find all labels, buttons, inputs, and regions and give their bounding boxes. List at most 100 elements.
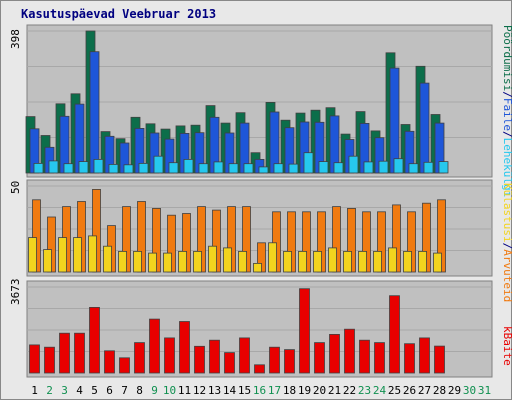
bar <box>104 350 115 374</box>
right-legend-item: Faile <box>501 98 512 131</box>
bar <box>318 161 329 174</box>
bar <box>28 237 37 273</box>
bar <box>343 250 352 273</box>
x-tick-label: 30 <box>463 384 476 397</box>
bar <box>193 250 202 273</box>
right-legend-item: / <box>501 243 512 250</box>
bar <box>283 250 292 273</box>
bar <box>239 337 250 374</box>
x-tick-label: 3 <box>61 384 68 397</box>
bar <box>119 357 130 374</box>
x-tick-label: 18 <box>283 384 296 397</box>
x-tick-label: 31 <box>478 384 491 397</box>
bar <box>363 161 374 174</box>
bar <box>433 252 442 273</box>
x-tick-label: 9 <box>151 384 158 397</box>
x-tick-label: 14 <box>223 384 237 397</box>
bar <box>269 346 280 374</box>
bar <box>434 345 445 374</box>
bar <box>329 333 340 374</box>
bar <box>333 162 344 174</box>
x-tick-label: 24 <box>373 384 387 397</box>
right-legend-item: Arvuteid <box>501 249 512 302</box>
bar <box>58 237 67 273</box>
bar <box>254 364 265 374</box>
bar <box>268 242 277 273</box>
bar <box>93 158 104 174</box>
bar <box>198 163 209 174</box>
x-tick-label: 21 <box>328 384 341 397</box>
bar <box>103 245 112 273</box>
bar <box>299 288 310 374</box>
x-tick-label: 11 <box>178 384 191 397</box>
x-tick-label: 1 <box>31 384 38 397</box>
bar <box>344 328 355 374</box>
bar <box>178 250 187 273</box>
x-tick-label: 26 <box>403 384 416 397</box>
bar <box>438 161 449 174</box>
right-legend: Pöördumisi/Faile/Lehekülgi <box>501 25 512 197</box>
bar <box>224 352 235 374</box>
bar <box>223 247 232 273</box>
bar <box>358 250 367 273</box>
bar <box>328 247 337 273</box>
x-tick-label: 22 <box>343 384 356 397</box>
bar <box>419 82 430 174</box>
x-tick-label: 28 <box>433 384 446 397</box>
bar <box>404 343 415 374</box>
x-tick-label: 2 <box>46 384 53 397</box>
bar <box>258 166 269 174</box>
panel-1: 398 <box>9 24 493 178</box>
bar <box>238 250 247 273</box>
bar <box>29 344 40 374</box>
x-tick-label: 5 <box>91 384 98 397</box>
bar <box>348 155 359 174</box>
x-tick-label: 27 <box>418 384 431 397</box>
right-legend-item: / <box>501 91 512 98</box>
bar <box>63 163 74 174</box>
x-tick-label: 17 <box>268 384 281 397</box>
bar <box>419 337 430 374</box>
bar <box>183 158 194 174</box>
bar <box>89 51 100 174</box>
bar <box>153 155 164 174</box>
x-tick-label: 6 <box>106 384 113 397</box>
bar <box>423 161 434 174</box>
bar <box>359 339 370 374</box>
bar <box>133 250 142 273</box>
bar <box>78 161 89 174</box>
bar <box>374 342 385 374</box>
x-tick-label: 8 <box>136 384 143 397</box>
bar <box>148 252 157 273</box>
bar <box>43 249 52 273</box>
bar <box>213 161 224 174</box>
bar <box>253 262 262 273</box>
bar <box>378 160 389 174</box>
bar <box>194 345 205 374</box>
bar <box>403 250 412 273</box>
bar <box>48 160 59 174</box>
panel-2: 50 <box>9 179 493 277</box>
bar <box>118 250 127 273</box>
y-max-label: 3673 <box>9 279 22 306</box>
bar <box>108 163 119 174</box>
bar <box>284 349 295 374</box>
bar <box>373 250 382 273</box>
bar <box>138 162 149 174</box>
bar <box>418 250 427 273</box>
right-legend-item: Lehekülgi <box>501 138 512 198</box>
x-tick-label: 29 <box>448 384 461 397</box>
x-tick-label: 4 <box>76 384 83 397</box>
y-max-label: 50 <box>9 181 22 194</box>
bar <box>389 295 400 374</box>
bar <box>288 163 299 174</box>
bar <box>393 158 404 174</box>
bar <box>273 163 284 174</box>
x-tick-label: 23 <box>358 384 371 397</box>
x-tick-label: 15 <box>238 384 251 397</box>
bar <box>298 250 307 273</box>
bar <box>208 245 217 273</box>
bar <box>89 306 100 374</box>
bar <box>44 346 55 374</box>
